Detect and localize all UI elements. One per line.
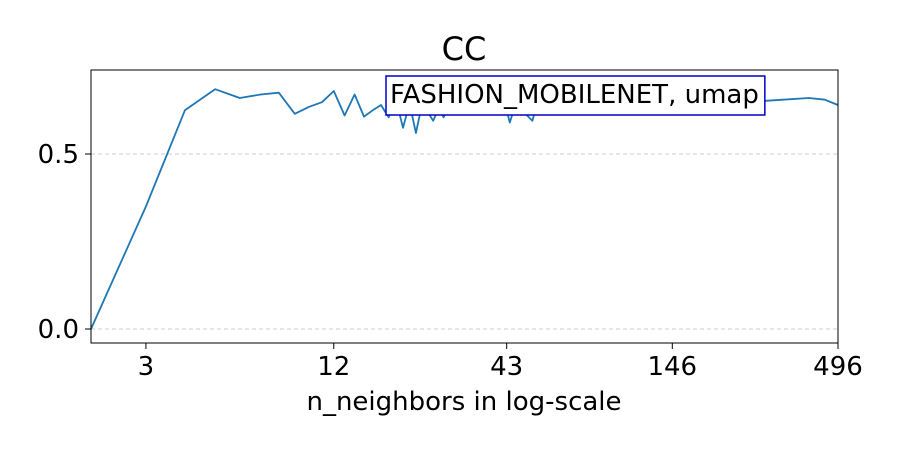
chart-title: CC [442, 30, 487, 68]
legend-box [385, 75, 766, 116]
legend-text: FASHION_MOBILENET, umap [390, 80, 759, 110]
x-tick-label: 43 [490, 352, 523, 382]
legend: FASHION_MOBILENET, umap [385, 75, 766, 116]
axis-ticks: 0.0 0.5 3 12 43 146 496 [38, 140, 863, 382]
x-tick-label: 3 [138, 352, 155, 382]
x-tick-label: 146 [647, 352, 697, 382]
y-tick-label: 0.5 [38, 140, 79, 170]
x-axis-label: n_neighbors in log-scale [306, 387, 621, 417]
y-tick-label: 0.0 [38, 315, 79, 345]
series-line [90, 88, 839, 330]
x-tick-label: 496 [813, 352, 863, 382]
plot-frame [90, 69, 839, 344]
x-tick-label: 12 [317, 352, 350, 382]
series-layer [90, 88, 839, 330]
grid-lines [91, 153, 838, 330]
